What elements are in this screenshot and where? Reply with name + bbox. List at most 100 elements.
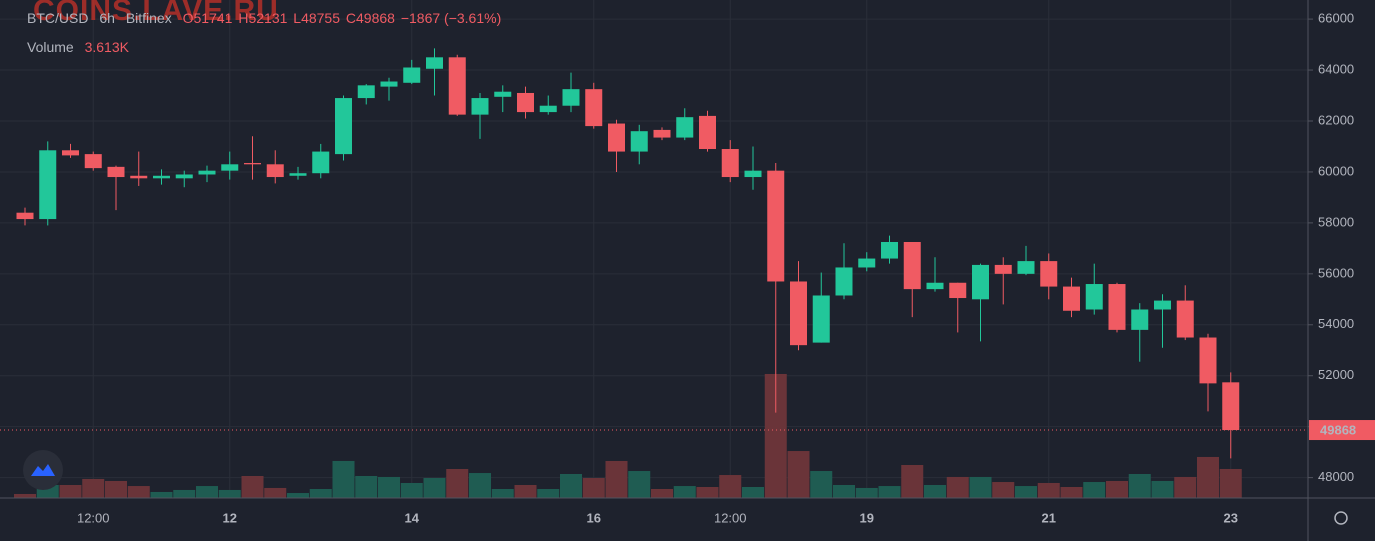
volume-bar: [1106, 480, 1128, 498]
candle-body: [1131, 309, 1149, 330]
volume-bar: [537, 489, 560, 498]
candle-body: [721, 149, 739, 178]
candle-body: [790, 281, 807, 346]
candle-body: [380, 81, 398, 87]
volume-bar: [833, 484, 855, 498]
candle-body: [266, 164, 284, 178]
volume-bar: [59, 484, 82, 498]
logo-circle: [23, 450, 63, 490]
candle-body: [699, 115, 716, 150]
volume-bar: [628, 471, 651, 498]
volume-bar: [173, 489, 196, 498]
settings-icon[interactable]: [1334, 511, 1348, 525]
candle-body: [835, 267, 853, 296]
volume-bar: [696, 486, 719, 498]
y-tick-label: 66000: [1318, 11, 1354, 26]
last-price-box: [1309, 420, 1375, 441]
change-value: −1867 (−3.61%): [400, 10, 502, 26]
y-tick-label: 62000: [1318, 112, 1354, 127]
x-tick-label: 16: [587, 510, 601, 525]
volume-bar: [969, 476, 992, 498]
low-value: L48755: [293, 10, 340, 26]
last-price-label: 49868: [1320, 422, 1356, 437]
volume-bar: [82, 478, 105, 498]
volume-title: Volume: [27, 39, 74, 55]
volume-bar: [218, 489, 241, 498]
volume-bar: [673, 486, 696, 498]
candle-body: [858, 258, 876, 268]
volume-value: 3.613K: [84, 39, 129, 55]
open-value: O51741: [182, 10, 233, 26]
volume-bar: [855, 487, 878, 498]
volume-bar: [491, 489, 514, 498]
candle-body: [972, 264, 989, 300]
volume-bar: [810, 471, 833, 498]
candle-body: [448, 57, 466, 115]
candle-body: [494, 91, 512, 97]
x-tick-label: 14: [405, 510, 420, 525]
volume-bar: [150, 491, 173, 498]
volume-bar: [469, 473, 491, 498]
candle-body: [221, 164, 239, 171]
candle-body: [1199, 337, 1217, 384]
volume-bar: [241, 475, 264, 498]
candle-body: [1108, 284, 1126, 330]
volume-bar: [901, 464, 924, 498]
y-tick-label: 54000: [1318, 316, 1354, 331]
candle-body: [881, 241, 898, 259]
candle-body: [630, 131, 648, 152]
candle-body: [312, 151, 330, 174]
volume-bar: [560, 473, 582, 498]
x-tick-label: 19: [860, 510, 874, 525]
close-value: C49868: [345, 10, 395, 26]
x-tick-label: 12:00: [77, 510, 110, 525]
candle-body: [608, 123, 625, 152]
candle-body: [653, 129, 671, 138]
volume-bar: [1219, 468, 1242, 498]
volume-bar: [400, 482, 423, 498]
y-tick-label: 60000: [1318, 163, 1354, 178]
volume-bar: [332, 460, 355, 498]
volume-bar: [14, 493, 36, 498]
volume-bar: [719, 475, 742, 498]
exchange: Bitfinex: [125, 10, 172, 26]
volume-bar: [946, 476, 969, 498]
candle-body: [539, 105, 557, 113]
x-tick-label: 12:00: [714, 510, 747, 525]
volume-bar: [423, 477, 446, 498]
candle-body: [585, 89, 603, 127]
volume-bar: [651, 489, 673, 498]
candle-body: [926, 282, 944, 290]
candle-body: [107, 166, 125, 178]
volume-bar: [1015, 486, 1037, 498]
watermark: COINS.LAVE.RU: [33, 0, 279, 27]
y-tick-label: 56000: [1318, 265, 1354, 280]
candle-body: [676, 117, 694, 138]
candle-body: [403, 67, 421, 83]
candle-body: [130, 175, 148, 179]
volume-bar: [1060, 486, 1083, 498]
volume-bar: [1197, 456, 1219, 498]
candle-body: [335, 98, 352, 155]
x-tick-label: 23: [1224, 510, 1238, 525]
candle-body: [517, 92, 534, 113]
volume-bar: [764, 373, 787, 498]
ohlc-legend: BTC/USD 6h Bitfinex O51741 H52131 L48755…: [27, 10, 508, 26]
symbol: BTC/USD: [27, 10, 89, 26]
interval: 6h: [99, 10, 115, 26]
y-tick-label: 58000: [1318, 214, 1354, 229]
volume-bar: [878, 486, 901, 498]
candle-body: [357, 85, 375, 99]
candle-body: [1063, 286, 1080, 311]
y-tick-label: 64000: [1318, 61, 1354, 76]
volume-bar: [196, 486, 218, 498]
x-tick-label: 12: [223, 510, 237, 525]
volume-bar: [605, 460, 628, 498]
candle-body: [994, 264, 1012, 274]
candle-body: [1017, 261, 1035, 274]
candle-body: [767, 170, 785, 282]
candle-body: [198, 170, 216, 175]
candle-body: [39, 150, 57, 220]
